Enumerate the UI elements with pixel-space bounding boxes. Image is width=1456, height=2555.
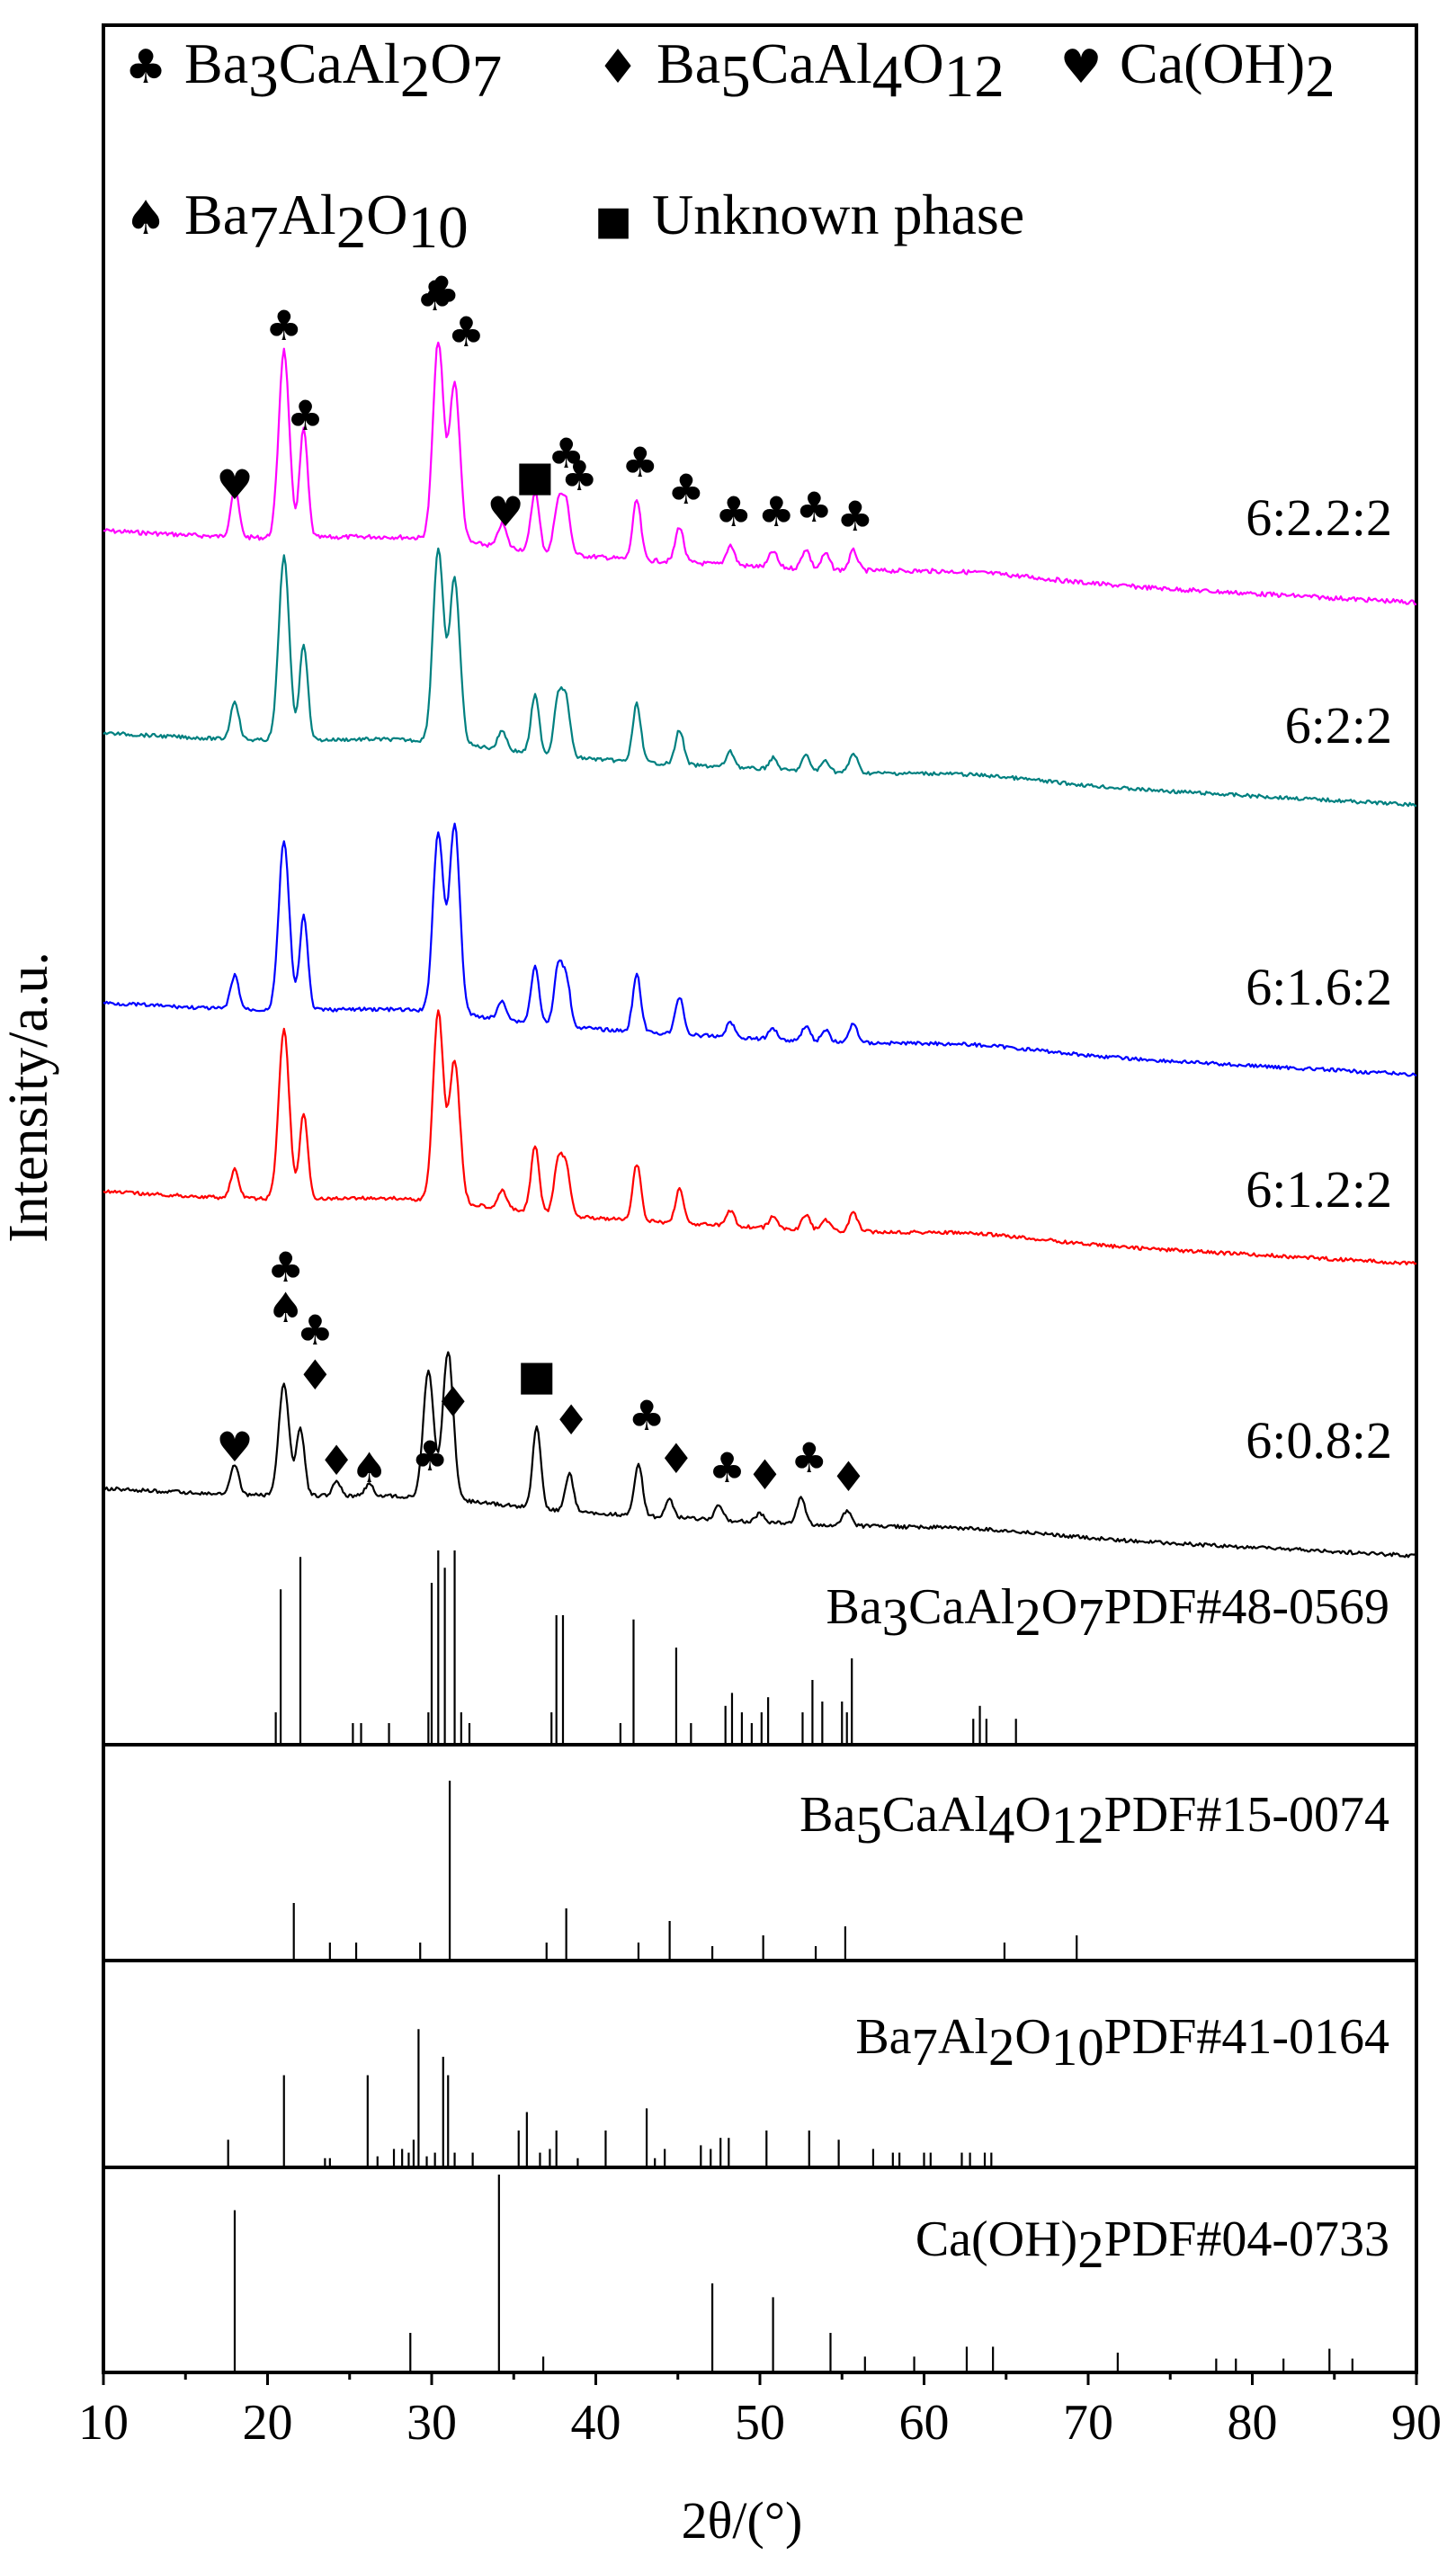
series-label-4: 6:1.2:2 bbox=[1246, 1160, 1392, 1219]
series-1-marker-13: ♣ bbox=[715, 487, 752, 536]
series-5-marker-16: ♣ bbox=[791, 1434, 827, 1482]
pattern-label-2: Ba5CaAl4O12PDF#15-0074 bbox=[799, 1787, 1389, 1854]
series-1-marker-9: ♣ bbox=[548, 429, 585, 478]
x-tick-label-8: 80 bbox=[1228, 2395, 1278, 2451]
series-5-marker-3: ♠ bbox=[267, 1283, 304, 1332]
series-5-marker-12: ♣ bbox=[628, 1391, 665, 1440]
series-5-marker-6: ♦ bbox=[318, 1436, 355, 1485]
series-5-marker-14: ♣ bbox=[709, 1443, 746, 1492]
series-5-marker-2: ♣ bbox=[267, 1243, 304, 1291]
x-tick-label-7: 70 bbox=[1063, 2395, 1113, 2451]
series-1-marker-3: ♣ bbox=[287, 391, 324, 440]
legend-label-4: Ba7Al2O10 bbox=[184, 183, 469, 261]
series-5-marker-10: ■ bbox=[517, 1351, 556, 1399]
series-1-marker-12: ♣ bbox=[667, 465, 704, 514]
x-tick-label-3: 30 bbox=[406, 2395, 457, 2451]
legend-symbol-4: ♠ bbox=[125, 192, 167, 246]
series-label-1: 6:2.2:2 bbox=[1246, 488, 1392, 547]
y-axis-label: Intensity/a.u. bbox=[0, 951, 59, 1243]
x-tick-label-4: 40 bbox=[571, 2395, 621, 2451]
x-tick-label-5: 50 bbox=[735, 2395, 785, 2451]
series-1-marker-11: ♣ bbox=[621, 438, 658, 487]
series-5-marker-8: ♣ bbox=[412, 1432, 449, 1480]
series-1-marker-15: ♣ bbox=[796, 483, 833, 532]
series-1-marker-2: ♣ bbox=[265, 301, 302, 350]
series-label-3: 6:1.6:2 bbox=[1246, 958, 1392, 1016]
series-1-marker-8: ■ bbox=[515, 451, 554, 500]
series-1-marker-7: ♥ bbox=[487, 487, 524, 536]
series-label-5: 6:0.8:2 bbox=[1246, 1411, 1392, 1470]
legend-symbol-1: ♣ bbox=[125, 40, 167, 94]
series-5-marker-5: ♦ bbox=[297, 1351, 334, 1399]
series-5-marker-11: ♦ bbox=[553, 1396, 590, 1444]
x-tick-label-2: 20 bbox=[243, 2395, 293, 2451]
x-axis-label: 2θ/(°) bbox=[682, 2491, 803, 2550]
series-1-marker-5: ♣ bbox=[423, 267, 460, 316]
legend-label-1: Ba3CaAl2O7 bbox=[184, 31, 502, 110]
pattern-label-3: Ba7Al2O10PDF#41-0164 bbox=[855, 2009, 1389, 2077]
series-line-2 bbox=[103, 547, 1416, 808]
series-line-1 bbox=[103, 341, 1417, 606]
series-label-2: 6:2:2 bbox=[1285, 696, 1392, 755]
legend-symbol-3: ♥ bbox=[1060, 40, 1103, 94]
x-tick-label-9: 90 bbox=[1391, 2395, 1442, 2451]
series-1-marker-16: ♣ bbox=[836, 492, 873, 540]
series-1-marker-6: ♣ bbox=[448, 308, 485, 356]
series-5-marker-9: ♦ bbox=[434, 1378, 471, 1426]
series-5-marker-15: ♦ bbox=[746, 1451, 783, 1499]
series-1-marker-1: ♥ bbox=[216, 460, 253, 509]
series-5-marker-4: ♣ bbox=[297, 1306, 334, 1354]
series-5-marker-7: ♠ bbox=[351, 1443, 388, 1492]
pattern-label-4: Ca(OH)2PDF#04-0733 bbox=[916, 2211, 1389, 2279]
legend-symbol-2: ♦ bbox=[597, 40, 639, 94]
series-line-3 bbox=[103, 822, 1417, 1077]
legend-symbol-5: ■ bbox=[594, 198, 632, 244]
legend-label-5: Unknown phase bbox=[652, 183, 1024, 246]
legend-label-3: Ca(OH)2 bbox=[1120, 31, 1335, 110]
x-tick-label-1: 10 bbox=[78, 2395, 129, 2451]
series-5-marker-1: ♥ bbox=[216, 1423, 253, 1471]
x-tick-label-6: 60 bbox=[899, 2395, 950, 2451]
main-plot-frame bbox=[102, 23, 1418, 1569]
series-1-marker-10: ♣ bbox=[561, 451, 598, 500]
series-line-4 bbox=[103, 1009, 1417, 1266]
pattern-label-1: Ba3CaAl2O7PDF#48-0569 bbox=[826, 1579, 1390, 1647]
series-1-marker-4: ♣ bbox=[416, 272, 453, 320]
series-line-5 bbox=[103, 1351, 1417, 1559]
series-5-marker-13: ♦ bbox=[657, 1434, 694, 1483]
legend-label-2: Ba5CaAl4O12 bbox=[657, 31, 1005, 110]
series-5-marker-17: ♦ bbox=[830, 1452, 867, 1501]
series-1-marker-14: ♣ bbox=[758, 487, 795, 536]
